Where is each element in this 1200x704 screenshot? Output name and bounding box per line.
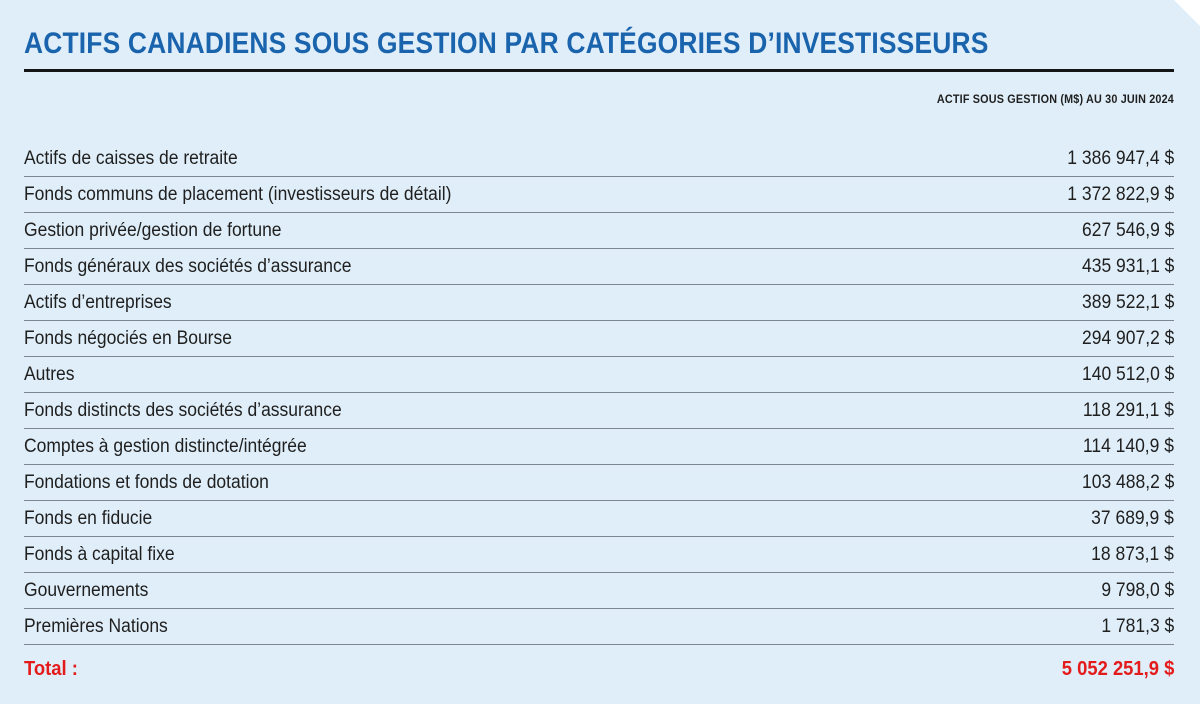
table-row: Comptes à gestion distincte/intégrée 114 … bbox=[24, 429, 1174, 465]
column-header: ACTIF SOUS GESTION (M$) AU 30 JUIN 2024 bbox=[936, 92, 1174, 106]
title-divider bbox=[24, 69, 1174, 72]
row-value: 627 546,9 $ bbox=[1081, 219, 1174, 241]
row-label: Fonds en fiducie bbox=[24, 507, 153, 529]
total-row: Total : 5 052 251,9 $ bbox=[24, 645, 1174, 693]
table-row: Fonds négociés en Bourse 294 907,2 $ bbox=[24, 321, 1174, 357]
table-figure: ACTIFS CANADIENS SOUS GESTION PAR CATÉGO… bbox=[24, 24, 1174, 693]
row-value: 140 512,0 $ bbox=[1081, 363, 1174, 385]
table-row: Fonds communs de placement (investisseur… bbox=[24, 177, 1174, 213]
table-row: Gouvernements 9 798,0 $ bbox=[24, 573, 1174, 609]
row-value: 435 931,1 $ bbox=[1081, 255, 1174, 277]
table-row: Gestion privée/gestion de fortune 627 546… bbox=[24, 213, 1174, 249]
row-value: 389 522,1 $ bbox=[1081, 291, 1174, 313]
row-label: Fonds communs de placement (investisseur… bbox=[24, 183, 452, 205]
table-row: Fondations et fonds de dotation 103 488,2… bbox=[24, 465, 1174, 501]
row-label: Actifs d’entreprises bbox=[24, 291, 172, 313]
row-label: Fonds à capital fixe bbox=[24, 543, 175, 565]
table-row: Fonds en fiducie 37 689,9 $ bbox=[24, 501, 1174, 537]
row-value: 294 907,2 $ bbox=[1081, 327, 1174, 349]
row-value: 1 386 947,4 $ bbox=[1067, 147, 1174, 169]
row-value: 37 689,9 $ bbox=[1091, 507, 1174, 529]
table-row: Actifs de caisses de retraite 1 386 947,4… bbox=[24, 141, 1174, 177]
row-value: 9 798,0 $ bbox=[1101, 579, 1174, 601]
page-title: ACTIFS CANADIENS SOUS GESTION PAR CATÉGO… bbox=[24, 27, 989, 60]
table-row: Premières Nations 1 781,3 $ bbox=[24, 609, 1174, 645]
table-row: Fonds distincts des sociétés d’assurance… bbox=[24, 393, 1174, 429]
page-corner-fold bbox=[1174, 0, 1200, 26]
data-table: Actifs de caisses de retraite 1 386 947,4… bbox=[24, 141, 1174, 645]
row-value: 103 488,2 $ bbox=[1081, 471, 1174, 493]
row-label: Gouvernements bbox=[24, 579, 149, 601]
row-value: 114 140,9 $ bbox=[1082, 435, 1174, 457]
table-row: Autres 140 512,0 $ bbox=[24, 357, 1174, 393]
row-value: 118 291,1 $ bbox=[1082, 399, 1174, 421]
row-label: Comptes à gestion distincte/intégrée bbox=[24, 435, 307, 457]
row-value: 18 873,1 $ bbox=[1091, 543, 1174, 565]
table-row: Actifs d’entreprises 389 522,1 $ bbox=[24, 285, 1174, 321]
row-label: Autres bbox=[24, 363, 75, 385]
row-value: 1 781,3 $ bbox=[1101, 615, 1174, 637]
row-value: 1 372 822,9 $ bbox=[1067, 183, 1174, 205]
row-label: Fondations et fonds de dotation bbox=[24, 471, 269, 493]
row-label: Gestion privée/gestion de fortune bbox=[24, 219, 282, 241]
row-label: Premières Nations bbox=[24, 615, 168, 637]
row-label: Fonds négociés en Bourse bbox=[24, 327, 232, 349]
total-value: 5 052 251,9 $ bbox=[1061, 657, 1174, 680]
row-label: Fonds généraux des sociétés d’assurance bbox=[24, 255, 352, 277]
row-label: Fonds distincts des sociétés d’assurance bbox=[24, 399, 342, 421]
table-row: Fonds généraux des sociétés d’assurance 4… bbox=[24, 249, 1174, 285]
row-label: Actifs de caisses de retraite bbox=[24, 147, 238, 169]
table-row: Fonds à capital fixe 18 873,1 $ bbox=[24, 537, 1174, 573]
total-label: Total : bbox=[24, 657, 78, 680]
